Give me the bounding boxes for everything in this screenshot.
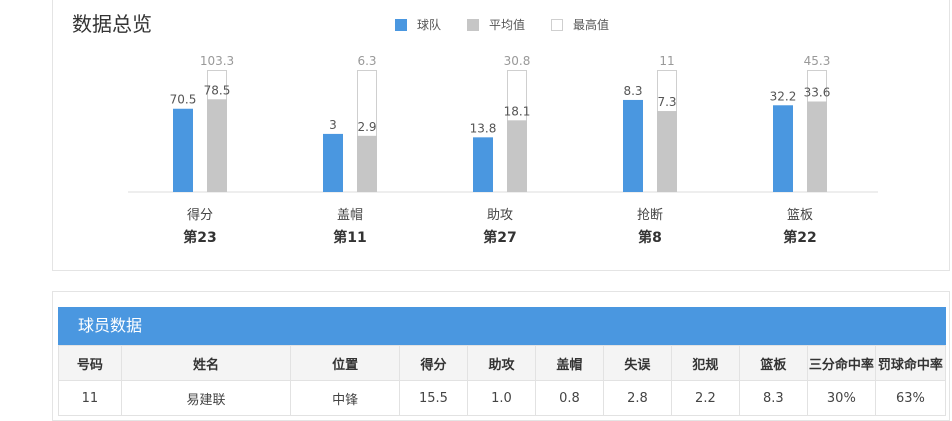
player-stats-table: 号码 姓名 位置 得分 助攻 盖帽 失误 犯规 篮板 三分命中率 罚球命中率 1… (58, 345, 947, 416)
bar-blocks-average[interactable] (357, 135, 377, 192)
cell-blocks: 0.8 (534, 380, 604, 416)
col-header-blocks[interactable]: 盖帽 (534, 345, 604, 381)
cell-points: 15.5 (398, 380, 468, 416)
data-label-steals-average: 7.3 (657, 95, 676, 109)
data-label-rebounds-team: 32.2 (770, 89, 797, 103)
bar-rebounds-team[interactable] (773, 105, 793, 192)
category-rank-assists: 第27 (483, 230, 517, 246)
legend-item-team[interactable]: 球队 (395, 16, 441, 33)
cell-name[interactable]: 易建联 (120, 380, 292, 416)
category-label-rebounds: 篮板 (786, 208, 813, 223)
col-header-position[interactable]: 位置 (290, 345, 400, 381)
bar-steals-average[interactable] (657, 111, 677, 192)
bar-points-average[interactable] (207, 99, 227, 192)
cell-rebounds: 8.3 (738, 380, 808, 416)
data-label-points-average: 78.5 (204, 83, 231, 97)
category-label-assists: 助攻 (486, 208, 513, 223)
cell-assists: 1.0 (466, 380, 536, 416)
legend-label-average: 平均值 (489, 18, 526, 32)
player-table-title: 球员数据 (58, 307, 946, 345)
col-header-3pt-pct[interactable]: 三分命中率 (806, 345, 876, 381)
legend-label-max: 最高值 (573, 18, 610, 32)
legend-swatch-max (551, 18, 563, 31)
cell-ft-pct: 63% (874, 380, 947, 416)
bar-rebounds-average[interactable] (807, 101, 827, 192)
overview-panel (52, 0, 950, 271)
overview-title: 数据总览 (72, 12, 152, 36)
cell-position: 中锋 (290, 380, 400, 416)
category-rank-steals: 第8 (638, 230, 662, 246)
bar-steals-team[interactable] (623, 99, 643, 192)
col-header-ft-pct[interactable]: 罚球命中率 (874, 345, 947, 381)
data-label-rebounds-average: 33.6 (804, 86, 831, 100)
col-header-rebounds[interactable]: 篮板 (738, 345, 808, 381)
col-header-turnovers[interactable]: 失误 (602, 345, 672, 381)
bar-blocks-team[interactable] (323, 133, 343, 192)
col-header-number[interactable]: 号码 (58, 345, 122, 381)
table-row[interactable]: 11 易建联 中锋 15.5 1.0 0.8 2.8 2.2 8.3 30% 6… (58, 380, 947, 416)
data-label-steals-team: 8.3 (623, 84, 642, 98)
data-label-assists-team: 13.8 (470, 121, 497, 135)
data-label-points-team: 70.5 (170, 93, 197, 107)
category-label-steals: 抢断 (636, 208, 663, 223)
data-label-assists-max: 30.8 (504, 54, 531, 68)
data-label-rebounds-max: 45.3 (804, 54, 831, 68)
category-rank-blocks: 第11 (333, 230, 367, 246)
col-header-assists[interactable]: 助攻 (466, 345, 536, 381)
data-label-steals-max: 11 (659, 54, 674, 68)
table-header-row: 号码 姓名 位置 得分 助攻 盖帽 失误 犯规 篮板 三分命中率 罚球命中率 (58, 345, 947, 381)
data-label-blocks-average: 2.9 (357, 120, 376, 134)
col-header-name[interactable]: 姓名 (120, 345, 292, 381)
bar-assists-team[interactable] (473, 137, 493, 192)
data-label-assists-average: 18.1 (504, 104, 531, 118)
cell-fouls: 2.2 (670, 380, 740, 416)
legend-swatch-team (395, 18, 407, 31)
data-label-points-max: 103.3 (200, 54, 234, 68)
data-label-blocks-team: 3 (329, 118, 337, 132)
cell-turnovers: 2.8 (602, 380, 672, 416)
cell-3pt-pct: 30% (806, 380, 876, 416)
bar-points-team[interactable] (173, 108, 193, 192)
cell-number: 11 (58, 380, 122, 416)
col-header-fouls[interactable]: 犯规 (670, 345, 740, 381)
legend-item-average[interactable]: 平均值 (467, 16, 525, 33)
category-rank-rebounds: 第22 (783, 230, 817, 246)
overview-bar-chart: 103.3 78.5 70.5 6.3 2.9 3 30.8 18.1 13.8 11 7.3 8.3… (128, 54, 878, 193)
category-rank-points: 第23 (183, 230, 217, 246)
bar-assists-average[interactable] (507, 120, 527, 192)
legend-item-max[interactable]: 最高值 (551, 16, 609, 33)
category-label-blocks: 盖帽 (336, 208, 363, 223)
data-label-blocks-max: 6.3 (357, 54, 376, 68)
legend-swatch-average (467, 18, 479, 31)
category-label-points: 得分 (186, 208, 213, 223)
legend-label-team: 球队 (417, 18, 442, 32)
col-header-points[interactable]: 得分 (398, 345, 468, 381)
